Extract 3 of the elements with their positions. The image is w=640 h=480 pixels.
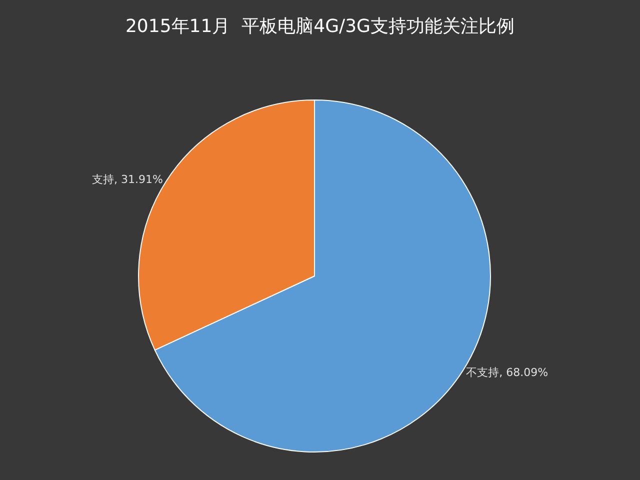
- slice-label: 不支持, 68.09%: [466, 366, 548, 380]
- slice-label: 支持, 31.91%: [92, 172, 163, 186]
- chart-title: 2015年11月 平板电脑4G/3G支持功能关注比例: [125, 16, 515, 37]
